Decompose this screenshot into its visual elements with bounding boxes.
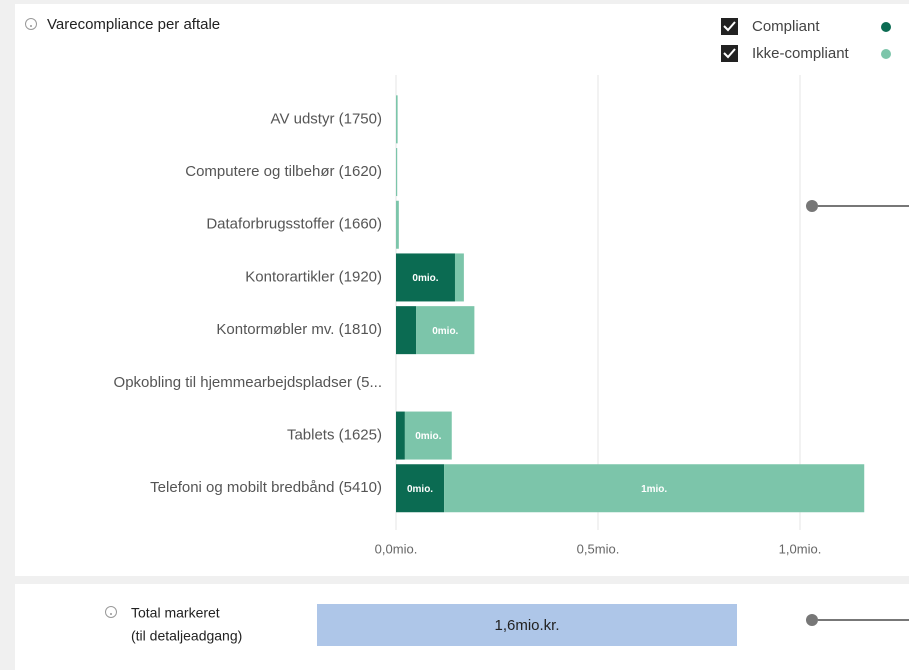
data-label: 0mio. bbox=[407, 484, 433, 495]
x-tick-label: 1,0mio. bbox=[779, 541, 822, 556]
y-tick-label: Opkobling til hjemmearbejdspladser (5... bbox=[114, 374, 382, 391]
y-tick-label: Computere og tilbehør (1620) bbox=[185, 163, 382, 180]
data-label: 0mio. bbox=[412, 273, 438, 284]
total-sublabel: (til detaljeadgang) bbox=[131, 628, 242, 644]
data-label: 0mio. bbox=[415, 431, 441, 442]
y-tick-label: Tablets (1625) bbox=[287, 427, 382, 444]
bar-segment bbox=[396, 253, 455, 302]
x-tick-label: 0,5mio. bbox=[577, 541, 620, 556]
bar-segment bbox=[416, 306, 475, 355]
bar-segment bbox=[454, 253, 464, 302]
bar-segment bbox=[396, 306, 417, 355]
total-label: Total markeret bbox=[131, 605, 220, 621]
legend-check bbox=[723, 21, 736, 32]
help-icon[interactable] bbox=[105, 606, 117, 618]
legend-label: Compliant bbox=[752, 18, 820, 35]
legend-dot bbox=[881, 49, 891, 59]
total-value: 1,6mio.kr. bbox=[494, 617, 559, 634]
y-tick-label: AV udstyr (1750) bbox=[271, 110, 382, 127]
y-tick-label: Dataforbrugsstoffer (1660) bbox=[206, 216, 382, 233]
bar-segment bbox=[396, 411, 405, 460]
legend-dot bbox=[881, 22, 891, 32]
connector-dot bbox=[806, 200, 818, 212]
help-icon-dot bbox=[30, 25, 32, 27]
bar-segment bbox=[396, 200, 399, 249]
y-tick-label: Telefoni og mobilt bredbånd (5410) bbox=[150, 479, 382, 496]
connector-dot bbox=[806, 614, 818, 626]
y-tick-label: Kontormøbler mv. (1810) bbox=[216, 321, 382, 338]
x-tick-label: 0,0mio. bbox=[375, 541, 418, 556]
bar-segment bbox=[404, 411, 452, 460]
y-tick-label: Kontorartikler (1920) bbox=[245, 268, 382, 285]
bar-segment bbox=[444, 464, 865, 513]
help-icon[interactable] bbox=[25, 18, 37, 30]
help-icon-dot bbox=[110, 613, 112, 615]
legend-label: Ikke-compliant bbox=[752, 45, 850, 62]
chart-title: Varecompliance per aftale bbox=[47, 16, 220, 33]
legend-check bbox=[723, 48, 736, 59]
bar-segment bbox=[396, 464, 445, 513]
data-label: 0mio. bbox=[432, 326, 458, 337]
bar-segment bbox=[396, 95, 398, 144]
data-label: 1mio. bbox=[641, 484, 667, 495]
bar-segment bbox=[396, 148, 398, 197]
total-card bbox=[317, 604, 737, 646]
